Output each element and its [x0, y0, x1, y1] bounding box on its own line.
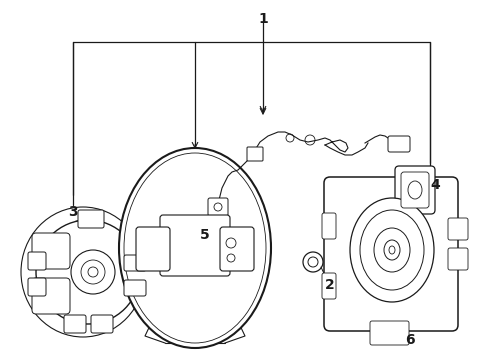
FancyBboxPatch shape — [28, 278, 46, 296]
FancyBboxPatch shape — [160, 215, 229, 276]
FancyBboxPatch shape — [124, 255, 146, 271]
FancyBboxPatch shape — [32, 233, 70, 269]
FancyBboxPatch shape — [220, 227, 253, 271]
FancyBboxPatch shape — [321, 213, 335, 239]
FancyBboxPatch shape — [324, 177, 457, 331]
FancyBboxPatch shape — [78, 210, 104, 228]
FancyBboxPatch shape — [447, 218, 467, 240]
Ellipse shape — [119, 148, 270, 348]
FancyBboxPatch shape — [64, 315, 86, 333]
Text: 3: 3 — [68, 205, 78, 219]
FancyBboxPatch shape — [400, 172, 428, 208]
Ellipse shape — [36, 220, 140, 324]
Text: 5: 5 — [200, 228, 209, 242]
FancyBboxPatch shape — [369, 321, 408, 345]
FancyBboxPatch shape — [124, 280, 146, 296]
Text: 4: 4 — [429, 178, 439, 192]
Text: 6: 6 — [405, 333, 414, 347]
FancyBboxPatch shape — [394, 166, 434, 214]
FancyBboxPatch shape — [321, 273, 335, 299]
FancyBboxPatch shape — [246, 147, 263, 161]
FancyBboxPatch shape — [136, 227, 170, 271]
FancyBboxPatch shape — [207, 198, 227, 216]
FancyBboxPatch shape — [447, 248, 467, 270]
Text: 2: 2 — [325, 278, 334, 292]
Text: 1: 1 — [258, 12, 267, 26]
Ellipse shape — [349, 198, 433, 302]
FancyBboxPatch shape — [32, 278, 70, 314]
FancyBboxPatch shape — [91, 315, 113, 333]
FancyBboxPatch shape — [28, 252, 46, 270]
FancyBboxPatch shape — [387, 136, 409, 152]
